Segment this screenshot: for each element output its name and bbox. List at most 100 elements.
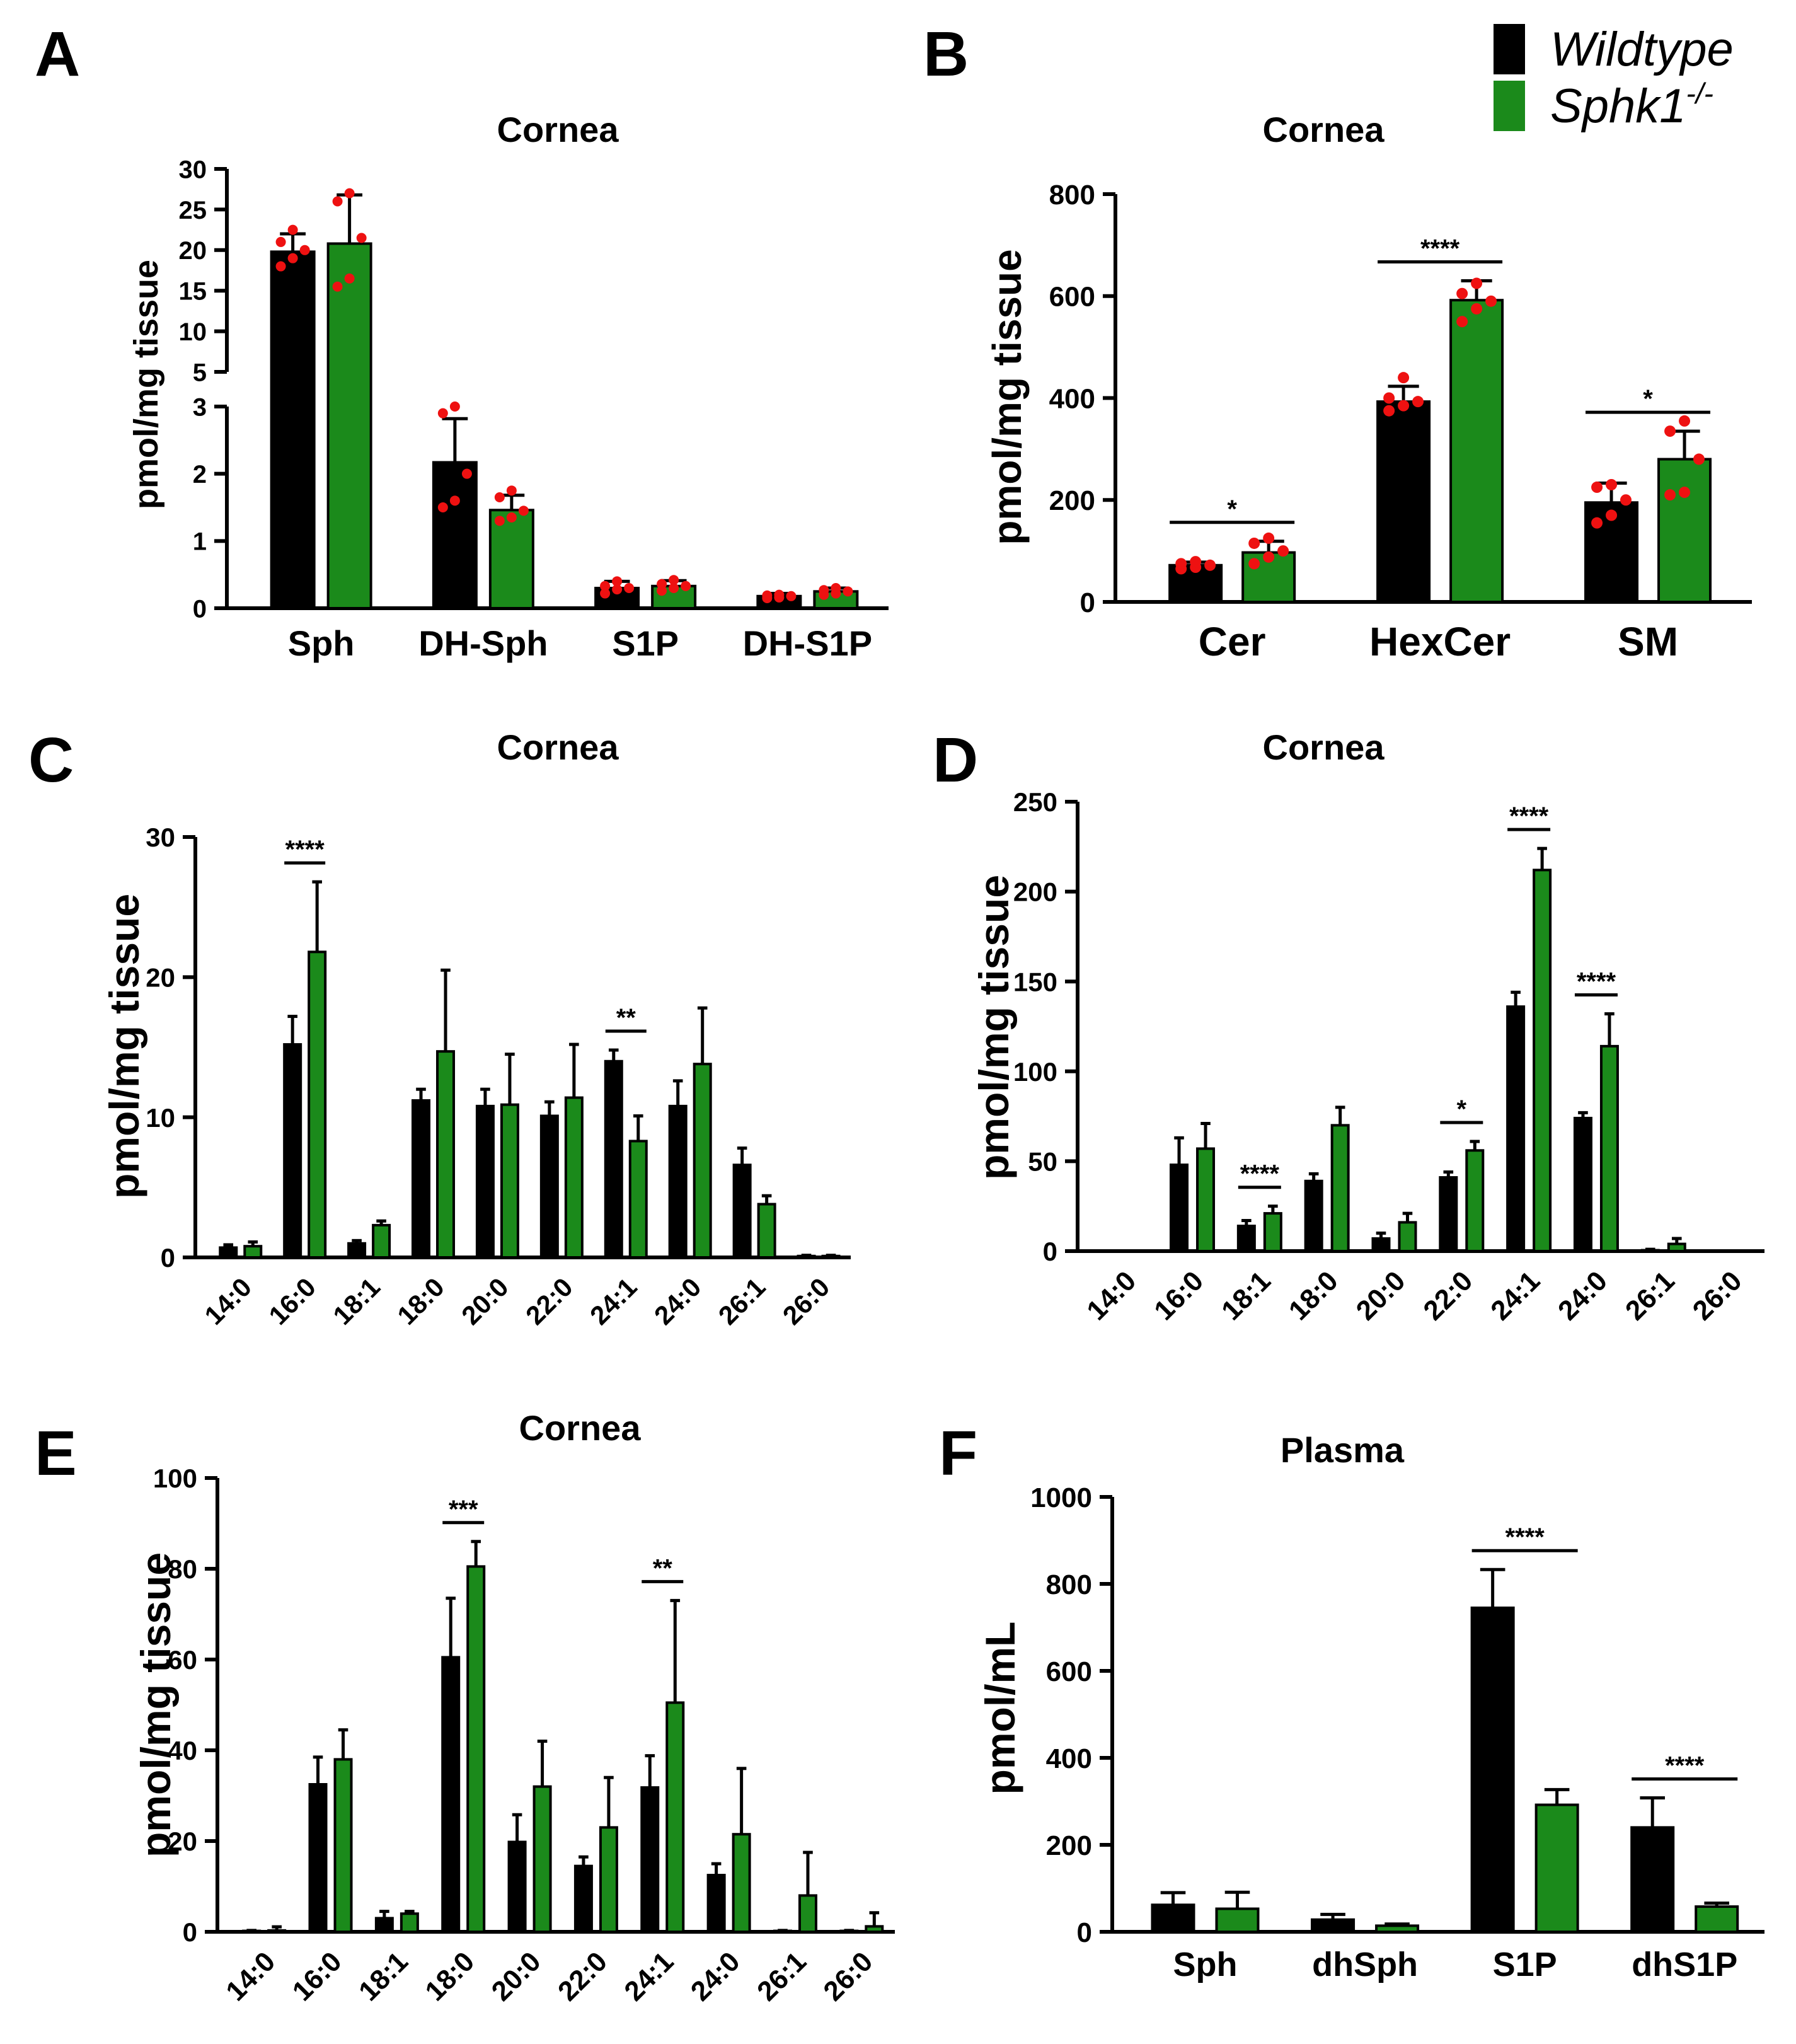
panel-e-sig-label-1: ** — [653, 1554, 673, 1582]
panel-a-point-s1-1-2 — [518, 505, 529, 516]
panel-b-point-s1-1-2 — [1485, 295, 1497, 307]
panel-a-point-s0-2-4 — [612, 576, 623, 587]
panel-e-ytick-label-0-3: 60 — [168, 1645, 197, 1675]
panel-c-xtick-label-7: 24:0 — [648, 1272, 707, 1331]
panel-d-sig-label-3: **** — [1577, 968, 1616, 996]
panel-c-xtick-label-3: 18:0 — [391, 1272, 450, 1331]
panel-e-bar-s0-6 — [640, 1786, 660, 1934]
panel-d-bar-s1-3 — [1330, 1124, 1350, 1252]
panel-a-bar-s0-0 — [270, 250, 316, 610]
panel-c-bar-s1-5 — [564, 1096, 584, 1259]
panel-d-sig-label-2: **** — [1509, 802, 1549, 830]
panel-e-bar-s1-8 — [798, 1894, 817, 1933]
panel-b-point-s0-1-0 — [1383, 405, 1395, 417]
panel-e-bar-s0-3 — [441, 1656, 461, 1933]
panel-a-xtick-label-1: DH-Sph — [418, 623, 548, 663]
panel-f-bar-s1-0 — [1215, 1907, 1260, 1933]
panel-c-bar-s1-1 — [308, 950, 327, 1259]
panel-a-point-s0-1-3 — [437, 408, 448, 419]
panel-c-xtick-label-4: 20:0 — [456, 1272, 514, 1331]
panel-a-ytick-label-1-3: 20 — [179, 237, 207, 265]
panel-d-bar-s1-5 — [1465, 1149, 1485, 1252]
panel-c-bar-s0-3 — [412, 1099, 431, 1259]
panel-e-bar-s1-4 — [532, 1785, 552, 1934]
panel-b-xtick-label-2: SM — [1618, 619, 1678, 664]
panel-d-xtick-label-9: 26:0 — [1687, 1265, 1748, 1326]
panel-e-bar-s1-7 — [732, 1833, 751, 1933]
panel-e-xtick-label-7: 24:0 — [685, 1946, 746, 2007]
panel-d-bar-s0-7 — [1573, 1116, 1592, 1253]
panel-c-bar-s0-4 — [475, 1104, 495, 1259]
panel-e-bar-s1-6 — [665, 1701, 685, 1933]
panel-f-title: Plasma — [1281, 1430, 1405, 1470]
panel-f-xtick-label-3: dhS1P — [1632, 1946, 1737, 1983]
panel-d-bar-s0-1 — [1170, 1163, 1189, 1252]
panel-a-point-s1-0-4 — [344, 188, 355, 199]
panel-e-bar-s0-4 — [507, 1840, 527, 1933]
panel-f-ytick-label-0-4: 800 — [1046, 1569, 1092, 1600]
panel-e-bar-s1-2 — [400, 1912, 419, 1933]
panel-a-ytick-label-1-4: 25 — [179, 197, 207, 224]
panel-a-point-s1-1-4 — [506, 485, 517, 496]
panel-a-xtick-label-3: DH-S1P — [743, 623, 872, 663]
panel-e-ytick-label-0-4: 80 — [168, 1554, 197, 1584]
panel-a-point-s1-2-1 — [669, 583, 679, 593]
panel-c-sig-label-0: **** — [285, 836, 325, 863]
panel-a-point-s0-1-0 — [437, 502, 448, 512]
panel-b-point-s0-2-4 — [1606, 478, 1618, 490]
panel-d-bar-s0-3 — [1304, 1179, 1323, 1252]
panel-b-point-s1-2-2 — [1693, 453, 1705, 465]
panel-d-ytick-label-0-0: 0 — [1043, 1237, 1057, 1266]
panel-b-xtick-label-1: HexCer — [1369, 619, 1511, 664]
panel-b-point-s1-0-1 — [1263, 551, 1275, 563]
panel-a-ytick-label-0-1: 1 — [193, 528, 207, 556]
legend-label-sphk1-name: Sphk1 — [1550, 79, 1686, 133]
panel-a-point-s0-2-3 — [600, 580, 611, 591]
panel-d-xtick-label-6: 24:1 — [1485, 1265, 1546, 1326]
panel-c-bar-s1-8 — [757, 1203, 776, 1259]
panel-c-xtick-label-2: 18:1 — [327, 1272, 386, 1331]
panel-f-bar-s0-1 — [1311, 1918, 1356, 1933]
panel-a-point-s1-2-4 — [669, 575, 679, 586]
panel-c-xtick-label-6: 24:1 — [584, 1272, 643, 1331]
panel-c-ytick-label-0-3: 30 — [146, 823, 175, 852]
panel-e-bar-s1-3 — [466, 1565, 486, 1933]
panel-f-bar-s1-3 — [1695, 1905, 1739, 1933]
panel-a-point-s0-1-1 — [449, 495, 460, 506]
panel-b-ytick-label-0-3: 600 — [1049, 282, 1095, 313]
panel-b-point-s0-0-3 — [1175, 558, 1187, 570]
panel-e-xtick-label-4: 20:0 — [486, 1946, 547, 2007]
panel-b-ytick-label-0-0: 0 — [1080, 587, 1095, 618]
panel-e-ytick-label-0-1: 20 — [168, 1827, 197, 1856]
panel-b-point-s1-1-3 — [1456, 287, 1468, 299]
panel-f-bar-s0-0 — [1151, 1903, 1195, 1933]
panel-c-xtick-label-9: 26:0 — [777, 1272, 836, 1331]
panel-c-bar-s0-6 — [604, 1060, 623, 1259]
panel-e-bar-s0-1 — [308, 1783, 328, 1933]
panel-a-point-s1-1-0 — [494, 516, 505, 526]
panel-d-xtick-label-0: 14:0 — [1081, 1265, 1142, 1326]
panel-a-point-s1-1-1 — [506, 512, 517, 523]
panel-b-point-s0-1-2 — [1412, 396, 1424, 408]
panel-b-title: Cornea — [1263, 110, 1385, 149]
panel-a-point-s0-0-4 — [287, 224, 298, 235]
panel-d-xtick-label-1: 16:0 — [1148, 1265, 1209, 1326]
panel-f-ytick-label-0-5: 1000 — [1030, 1482, 1092, 1513]
panel-e-xtick-label-9: 26:0 — [817, 1946, 878, 2007]
panel-b-ylabel: pmol/mg tissue — [984, 249, 1030, 545]
panel-a-point-s0-3-4 — [774, 589, 785, 600]
panel-d-xtick-label-2: 18:1 — [1216, 1265, 1277, 1326]
panel-a-point-s1-3-2 — [843, 586, 853, 597]
panel-d-bar-s1-8 — [1667, 1242, 1686, 1253]
panel-b-sig-label-1: **** — [1420, 234, 1460, 262]
panel-d-bar-s0-4 — [1371, 1237, 1391, 1253]
panel-b-point-s0-2-2 — [1620, 494, 1632, 506]
panel-d-sig-label-0: **** — [1240, 1160, 1280, 1188]
panel-f-xtick-label-2: S1P — [1493, 1946, 1557, 1983]
panel-a-point-s1-2-2 — [681, 580, 691, 591]
panel-c-ytick-label-0-1: 10 — [146, 1103, 175, 1133]
panel-d-xtick-label-5: 22:0 — [1417, 1265, 1478, 1326]
panel-letter-a: A — [35, 19, 80, 89]
panel-c-bar-s0-7 — [668, 1104, 688, 1259]
